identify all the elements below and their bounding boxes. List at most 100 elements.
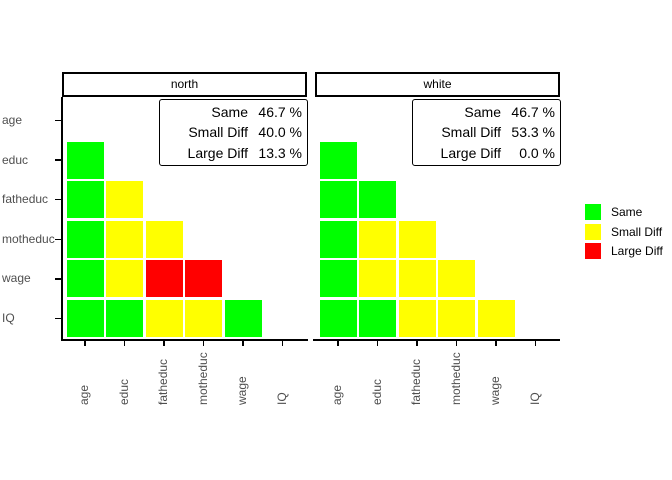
x-axis-tick <box>281 341 284 346</box>
heatmap-cell-fatheduc-educ <box>359 181 396 219</box>
stats-value: 46.7 % <box>511 104 555 121</box>
stats-box-north: Same 46.7 % Small Diff 40.0 % Large Diff… <box>159 99 308 166</box>
legend-swatch-0 <box>585 204 601 220</box>
heatmap-cell-motheduc-age <box>66 220 104 258</box>
x-axis-label: wage <box>488 376 502 405</box>
y-axis-label: fatheduc <box>2 192 49 207</box>
y-axis-label: motheduc <box>2 231 55 246</box>
stats-row: Same 46.7 % <box>416 102 555 122</box>
heatmap-cell-fatheduc-age <box>66 181 104 219</box>
x-axis-label: age <box>77 384 91 405</box>
y-axis-label: educ <box>2 152 29 167</box>
heatmap-cell-wage-fatheduc <box>145 260 183 298</box>
x-axis-label: IQ <box>274 392 289 405</box>
panel-header-white: white <box>315 72 560 97</box>
heatmap-cell-motheduc-educ <box>359 220 396 258</box>
heatmap-cell-fatheduc-age <box>319 181 357 219</box>
heatmap-cell-educ-age <box>66 141 104 179</box>
heatmap-cell-IQ-fatheduc <box>145 300 183 337</box>
y-axis-label: wage <box>2 271 31 286</box>
x-axis-line <box>313 339 560 341</box>
x-axis-tick <box>163 341 165 346</box>
heatmap-cell-IQ-educ <box>359 300 396 337</box>
x-axis-label: fatheduc <box>409 358 423 405</box>
heatmap-cell-wage-educ <box>359 260 396 298</box>
stats-label: Small Diff <box>441 124 501 141</box>
x-axis-tick <box>376 341 379 346</box>
panel-title-white: white <box>423 77 452 91</box>
x-axis-tick <box>495 341 497 346</box>
heatmap-cell-wage-motheduc <box>185 260 222 298</box>
x-axis-label: educ <box>116 378 131 405</box>
heatmap-cell-wage-motheduc <box>438 260 475 298</box>
y-axis-line <box>61 97 63 341</box>
legend-label: Same <box>611 205 643 219</box>
stats-row: Large Diff 13.3 % <box>163 143 302 163</box>
x-axis-tick <box>534 341 537 346</box>
y-axis-tick <box>55 238 61 241</box>
heatmap-cell-motheduc-educ <box>106 220 143 258</box>
x-axis-line <box>61 339 308 341</box>
heatmap-cell-IQ-wage <box>224 300 262 337</box>
stats-value: 40.0 % <box>258 124 302 141</box>
panel-header-north: north <box>62 72 307 97</box>
stats-value: 13.3 % <box>258 144 302 161</box>
x-axis-label: IQ <box>527 392 542 405</box>
heatmap-cell-motheduc-fatheduc <box>398 220 436 258</box>
stats-row: Small Diff 53.3 % <box>416 122 555 142</box>
heatmap-cell-wage-age <box>319 260 357 298</box>
stats-label: Same <box>211 104 248 121</box>
legend-swatch-2 <box>585 243 601 260</box>
x-axis-label: wage <box>235 376 249 405</box>
heatmap-cell-motheduc-age <box>319 220 357 258</box>
legend-swatch-1 <box>585 223 601 240</box>
stats-row: Same 46.7 % <box>163 102 302 122</box>
x-axis-label: educ <box>369 378 384 405</box>
stats-label: Small Diff <box>188 124 248 141</box>
x-axis-tick <box>455 341 458 346</box>
heatmap-cell-fatheduc-educ <box>106 181 143 219</box>
stats-value: 0.0 % <box>519 144 555 161</box>
heatmap-cell-IQ-motheduc <box>438 300 475 337</box>
x-axis-tick <box>202 341 205 346</box>
heatmap-cell-IQ-wage <box>477 300 515 337</box>
y-axis-tick <box>55 119 61 122</box>
x-axis-label: motheduc <box>195 352 210 405</box>
heatmap-cell-IQ-educ <box>106 300 143 337</box>
heatmap-cell-wage-fatheduc <box>398 260 436 298</box>
heatmap-cell-IQ-motheduc <box>185 300 222 337</box>
heatmap-cell-IQ-age <box>319 300 357 337</box>
x-axis-tick <box>416 341 418 346</box>
legend-label: Large Diff <box>611 244 663 259</box>
x-axis-label: fatheduc <box>156 358 170 405</box>
x-axis-tick <box>84 341 86 346</box>
stats-label: Large Diff <box>440 144 501 161</box>
heatmap-cell-IQ-age <box>66 300 104 337</box>
stats-value: 53.3 % <box>511 124 555 141</box>
heatmap-cell-educ-age <box>319 141 357 179</box>
x-axis-label: age <box>330 384 344 405</box>
heatmap-cell-motheduc-fatheduc <box>145 220 183 258</box>
panel-title-north: north <box>170 77 199 91</box>
heatmap-cell-wage-educ <box>106 260 143 298</box>
y-axis-tick <box>55 317 61 320</box>
heatmap-cell-IQ-fatheduc <box>398 300 436 337</box>
stats-value: 46.7 % <box>258 104 302 121</box>
legend-label: Small Diff <box>611 224 663 239</box>
stats-row: Large Diff 0.0 % <box>416 143 555 163</box>
y-axis-tick <box>55 198 61 201</box>
heatmap-cell-wage-age <box>66 260 104 298</box>
stats-label: Same <box>464 104 501 121</box>
stats-box-white: Same 46.7 % Small Diff 53.3 % Large Diff… <box>412 99 561 166</box>
y-axis-label: IQ <box>2 311 15 325</box>
y-axis-label: age <box>2 113 23 127</box>
x-axis-tick <box>242 341 244 346</box>
x-axis-label: motheduc <box>448 352 463 405</box>
y-axis-tick <box>55 278 61 280</box>
stats-label: Large Diff <box>187 144 248 161</box>
x-axis-tick <box>123 341 126 346</box>
x-axis-tick <box>337 341 339 346</box>
stats-row: Small Diff 40.0 % <box>163 122 302 142</box>
